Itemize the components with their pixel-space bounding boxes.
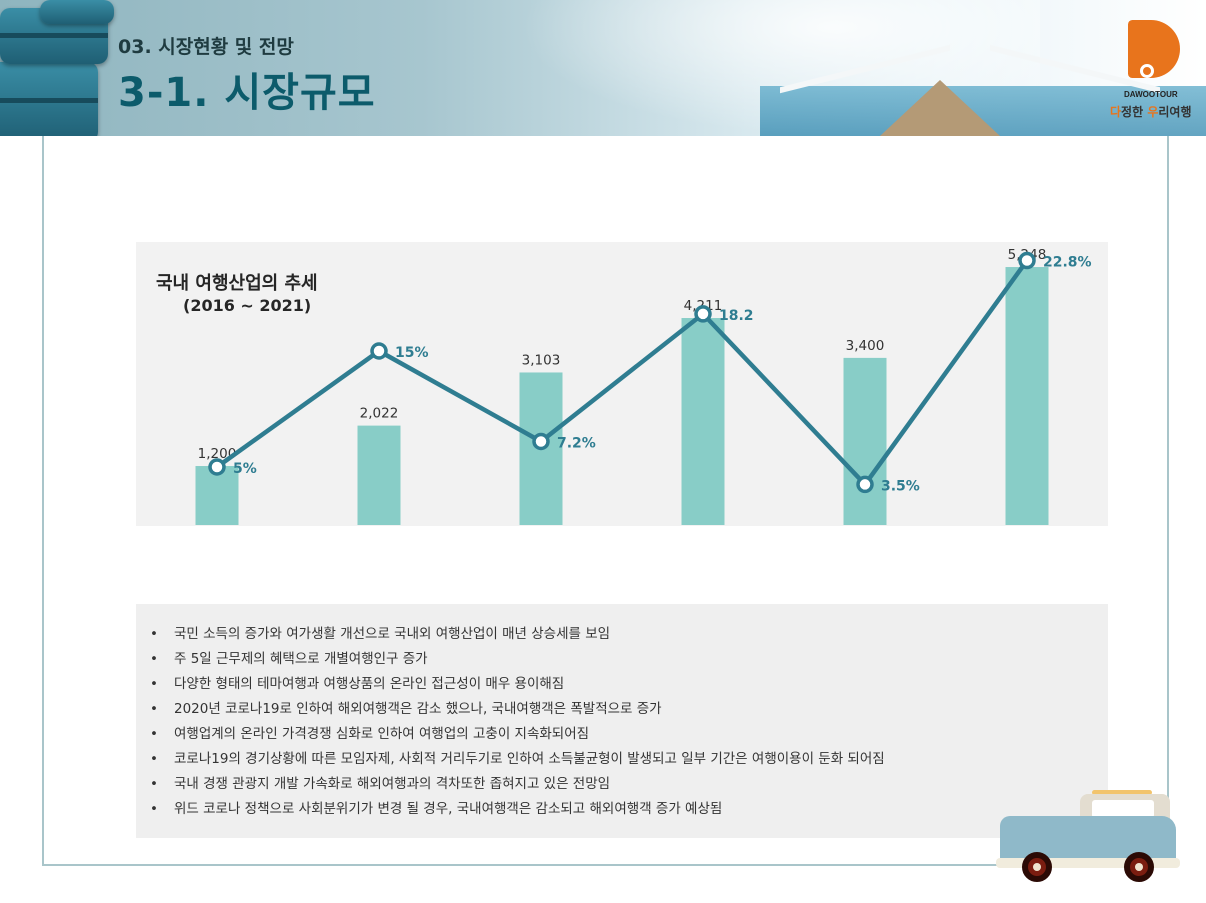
bullet-item: • 다양한 형태의 테마여행과 여행상품의 온라인 접근성이 매우 용이해짐 — [150, 672, 1100, 697]
surfboard-shape — [1092, 790, 1152, 795]
slogan-text: 리여행 — [1158, 105, 1192, 119]
bullet-symbol: • — [150, 701, 158, 717]
slogan-accent: 다 — [1110, 105, 1122, 119]
bullet-item: • 주 5일 근무제의 혜택으로 개별여행인구 증가 — [150, 647, 1100, 672]
bullet-text: 2020년 코로나19로 인하여 해외여행객은 감소 했으나, 국내여행객은 폭… — [174, 701, 662, 717]
bullet-text: 위드 코로나 정책으로 사회분위기가 변경 될 경우, 국내여행객은 감소되고 … — [174, 801, 723, 817]
bullet-text: 주 5일 근무제의 혜택으로 개별여행인구 증가 — [174, 651, 428, 667]
bullet-text: 코로나19의 경기상황에 따른 모임자제, 사회적 거리두기로 인하여 소득불균… — [174, 751, 885, 767]
suitcase-icon — [0, 62, 98, 136]
suitcase-icon — [40, 0, 114, 24]
bullet-symbol: • — [150, 626, 158, 642]
slogan-text: 정한 — [1121, 105, 1148, 119]
frame-line-bottom — [42, 864, 1002, 866]
van-bumper — [996, 858, 1180, 868]
logo-dot-icon — [1140, 64, 1154, 78]
bullet-text: 국내 경쟁 관광지 개발 가속화로 해외여행과의 격차또한 좁혀지고 있은 전망… — [174, 776, 611, 792]
pier-deck — [880, 80, 1000, 136]
frame-line-left — [42, 136, 44, 866]
frame-line-right — [1167, 136, 1169, 826]
company-logo: DAWOOTOUR 다정한 우리여행 — [1108, 16, 1198, 120]
bullet-item: • 여행업계의 온라인 가격경쟁 심화로 인하여 여행업의 고충이 지속화되어짐 — [150, 722, 1100, 747]
slogan-accent: 우 — [1147, 105, 1159, 119]
bullet-text: 여행업계의 온라인 가격경쟁 심화로 인하여 여행업의 고충이 지속화되어짐 — [174, 726, 590, 742]
chart-title: 국내 여행산업의 추세 — [156, 273, 318, 294]
bullet-item: • 코로나19의 경기상황에 따른 모임자제, 사회적 거리두기로 인하여 소득불… — [150, 747, 1100, 772]
bullet-item: • 위드 코로나 정책으로 사회분위기가 변경 될 경우, 국내여행객은 감소되고… — [150, 797, 1100, 822]
bullet-item: • 국민 소득의 증가와 여가생활 개선으로 국내외 여행산업이 매년 상승세를 … — [150, 622, 1100, 647]
bullet-symbol: • — [150, 751, 158, 767]
bullet-text: 국민 소득의 증가와 여가생활 개선으로 국내외 여행산업이 매년 상승세를 보… — [174, 626, 611, 642]
bullet-panel — [136, 604, 1108, 838]
bullet-symbol: • — [150, 651, 158, 667]
bullet-text: 다양한 형태의 테마여행과 여행상품의 온라인 접근성이 매우 용이해짐 — [174, 676, 565, 692]
bullet-symbol: • — [150, 676, 158, 692]
logo-slogan: 다정한 우리여행 — [1110, 103, 1191, 120]
chart-subtitle: (2016 ~ 2021) — [183, 296, 312, 315]
logo-brand-name: DAWOOTOUR — [1124, 90, 1178, 99]
page-title: 3-1. 시장규모 — [118, 70, 376, 116]
logo-d-mark — [1128, 20, 1180, 78]
bullet-symbol: • — [150, 726, 158, 742]
bullet-item: • 2020년 코로나19로 인하여 해외여행객은 감소 했으나, 국내여행객은 … — [150, 697, 1100, 722]
header-banner — [0, 0, 1206, 136]
bullet-symbol: • — [150, 776, 158, 792]
section-label: 03. 시장현황 및 전망 — [118, 36, 294, 58]
wheel-icon — [1022, 852, 1052, 882]
wheel-icon — [1124, 852, 1154, 882]
bullet-symbol: • — [150, 801, 158, 817]
van-window — [1092, 800, 1154, 818]
van-icon — [996, 786, 1186, 890]
bullet-item: • 국내 경쟁 관광지 개발 가속화로 해외여행과의 격차또한 좁혀지고 있은 전… — [150, 772, 1100, 797]
bullet-list: • 국민 소득의 증가와 여가생활 개선으로 국내외 여행산업이 매년 상승세를 … — [150, 622, 1100, 822]
